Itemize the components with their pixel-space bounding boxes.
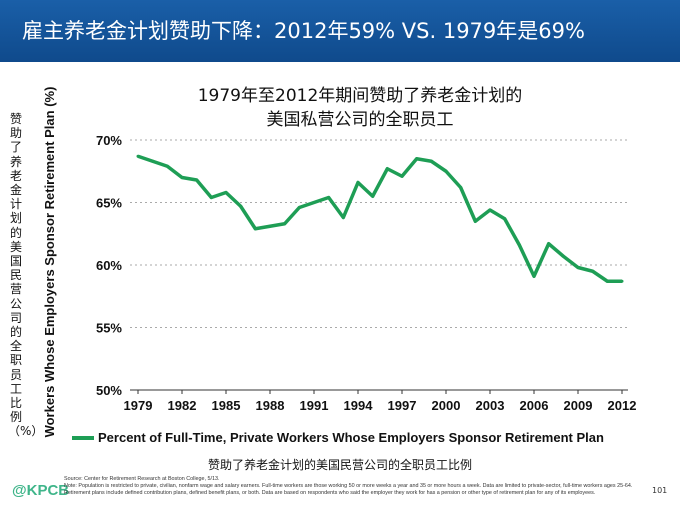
x-tick-label: 1997 xyxy=(388,398,417,413)
data-point xyxy=(415,157,419,161)
series-line xyxy=(137,154,622,283)
data-point xyxy=(459,186,463,189)
data-point xyxy=(503,217,507,221)
data-point xyxy=(547,242,551,246)
data-point xyxy=(532,274,536,278)
data-point xyxy=(385,167,389,171)
data-point xyxy=(444,169,448,173)
x-tick-label: 1991 xyxy=(300,398,329,413)
data-point xyxy=(561,254,565,258)
data-point xyxy=(620,279,624,283)
chart-title-line-2: 美国私营公司的全职员工 xyxy=(266,110,454,130)
y-tick-label: 55% xyxy=(96,321,122,336)
y-tick-label: 60% xyxy=(96,258,122,273)
x-tick-label: 2012 xyxy=(608,398,637,413)
data-point xyxy=(400,174,404,178)
data-point xyxy=(473,219,477,223)
data-point xyxy=(327,196,331,199)
data-point xyxy=(429,159,433,163)
data-point xyxy=(371,194,375,198)
x-tick-label: 1985 xyxy=(212,398,241,413)
x-tick-label: 1982 xyxy=(168,398,197,413)
data-point xyxy=(268,224,272,228)
kpcb-logo: @KPCB xyxy=(12,482,70,499)
data-point xyxy=(195,178,199,182)
data-point xyxy=(576,266,580,269)
source-text: Source: Center for Retirement Research a… xyxy=(64,476,220,482)
slide-title: 雇主养老金计划赞助下降：2012年59% VS. 1979年是69% xyxy=(0,0,680,62)
legend-swatch xyxy=(72,435,94,440)
data-point xyxy=(517,243,521,247)
data-point xyxy=(312,201,316,204)
data-point xyxy=(136,154,140,158)
data-point xyxy=(356,181,360,184)
data-point xyxy=(283,222,287,226)
data-point xyxy=(209,196,213,199)
data-point xyxy=(591,269,595,273)
data-point xyxy=(224,191,228,194)
data-point xyxy=(488,208,492,212)
x-tick-label: 2000 xyxy=(432,398,461,413)
page-number: 101 xyxy=(652,486,668,495)
x-tick-label: 1994 xyxy=(344,398,374,413)
x-tick-label: 1979 xyxy=(124,398,153,413)
data-point xyxy=(165,164,169,168)
data-point xyxy=(297,206,301,209)
data-point xyxy=(341,216,345,219)
legend-label: Percent of Full-Time, Private Workers Wh… xyxy=(98,430,604,445)
x-tick-label: 2003 xyxy=(476,398,505,413)
x-tick-label: 2009 xyxy=(564,398,593,413)
note-text: Note: Population is restricted to privat… xyxy=(64,483,633,496)
x-tick-label: 1988 xyxy=(256,398,285,413)
data-point xyxy=(253,227,257,231)
data-point xyxy=(180,176,184,179)
source-note: Source: Center for Retirement Research a… xyxy=(64,476,644,497)
x-tick-label: 2006 xyxy=(520,398,549,413)
legend: Percent of Full-Time, Private Workers Wh… xyxy=(72,430,604,445)
x-axis-caption: 赞助了养老金计划的美国民营公司的全职员工比例 xyxy=(207,458,472,472)
y-tick-label: 70% xyxy=(96,133,122,148)
chart-title-line-1: 1979年至2012年期间赞助了养老金计划的 xyxy=(197,86,523,106)
y-tick-label: 50% xyxy=(96,383,122,398)
data-point xyxy=(151,159,155,163)
data-point xyxy=(239,204,243,208)
data-point xyxy=(605,279,609,283)
y-tick-label: 65% xyxy=(96,196,122,211)
chart-title: 1979年至2012年期间赞助了养老金计划的 美国私营公司的全职员工 xyxy=(140,84,580,132)
